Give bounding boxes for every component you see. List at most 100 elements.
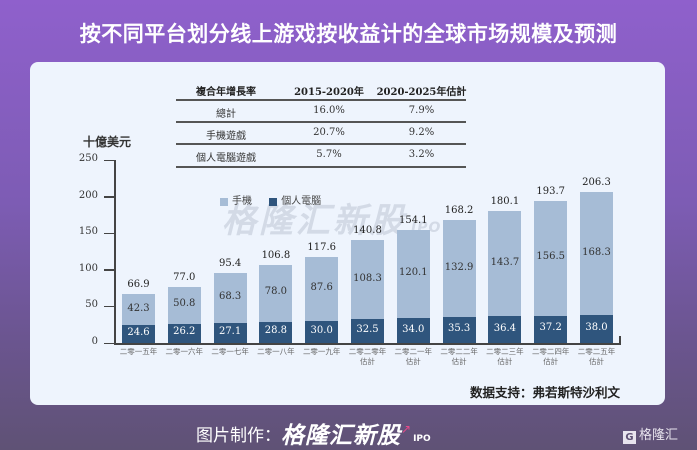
data-label-total: 180.1 [490,196,520,208]
data-label-mobile: 78.0 [264,286,288,298]
data-label-mobile: 87.6 [310,281,333,293]
y-axis-tick [104,342,115,344]
data-label-mobile: 132.9 [444,261,474,273]
bar-segment-pc [259,321,293,343]
site-logo: G 格隆汇 [623,424,678,444]
legend-item-pc: 個人電腦 [269,192,321,207]
table-cell: 總計 [216,109,236,120]
x-axis-category-label: 二零一八年 [257,347,295,356]
cagr-table: 複合年增長率 2015-2020年 2020-2025年估計 總計 16.0% … [176,78,467,168]
table-cell: 5.7% [316,149,342,160]
data-source: 数据支持：弗若斯特沙利文 [470,385,621,400]
bar-segment-pc [580,315,613,343]
x-axis-category-label: 二零一六年 [165,347,204,356]
data-label-mobile: 143.7 [490,256,520,268]
y-axis-tick-label: 50 [85,299,98,311]
data-label-total: 95.4 [218,258,242,270]
data-label-total: 117.6 [307,241,336,253]
table-cell: 7.9% [408,105,435,116]
footer-brand: 格隆汇新股 [281,423,401,449]
bar-segment-pc [213,323,247,343]
bar-segment-mobile [396,230,430,319]
bar-segment-pc [396,318,430,343]
data-label-mobile: 168.3 [582,246,611,258]
y-axis-tick-label: 200 [78,189,98,201]
page-title: 按不同平台划分线上游戏按收益计的全球市场规模及预测 [79,22,618,46]
table-divider [176,143,466,145]
bar-segment-mobile [580,191,613,316]
bar-segment-pc [167,323,201,343]
bar-segment-mobile [213,273,247,324]
table-cell: 個人電腦遊戲 [196,153,256,164]
x-axis-category-label: 二零一九年 [302,347,341,356]
bar-segment-mobile [167,286,201,324]
table-header-cell: 複合年增長率 [196,87,256,98]
data-label-mobile: 50.8 [173,298,196,310]
data-label-total: 168.2 [444,204,474,216]
y-axis-line [114,160,116,344]
footer-credit: 图片制作：格隆汇新股↗IPO [196,422,431,449]
data-label-total: 140.8 [353,224,382,236]
bar-segment-pc [442,317,476,343]
data-label-pc: 27.1 [218,326,242,338]
x-axis-end-tick [619,336,621,344]
bar-segment-pc [534,315,568,343]
data-label-pc: 35.3 [447,323,471,335]
data-label-pc: 28.8 [264,325,288,337]
data-label-total: 66.9 [127,279,150,291]
data-label-total: 193.7 [536,186,565,198]
table-cell: 3.2% [408,149,435,160]
data-label-pc: 36.4 [493,322,517,334]
legend-item-mobile: 手機 [220,192,252,207]
bar-segment-mobile [305,256,339,322]
table-cell: 16.0% [313,105,345,116]
table-cell: 9.2% [408,127,435,138]
data-label-mobile: 120.1 [398,267,428,279]
bar-segment-pc [351,319,384,343]
x-axis-category-label: 二零一七年 [211,347,249,356]
y-axis-tick-label: 0 [91,336,98,347]
table-divider [176,121,466,123]
data-label-pc: 38.0 [585,322,608,334]
table-cell: 20.7% [313,127,345,138]
data-label-total: 77.0 [173,271,196,283]
bar-segment-mobile [534,201,568,316]
y-axis-tick [104,159,115,161]
data-label-pc: 30.0 [310,325,333,337]
data-label-pc: 37.2 [539,322,562,334]
data-label-pc: 24.6 [127,326,150,338]
bar-segment-mobile [259,264,293,322]
y-axis-tick-label: 250 [78,153,98,164]
x-axis-line [114,343,621,345]
bar-segment-pc [305,321,339,343]
table-row: 手機遊戲 20.7% 9.2% [176,122,466,143]
x-axis-category-label: 二零一五年 [119,347,158,356]
bar-segment-mobile [351,239,384,320]
data-label-pc: 34.0 [402,323,425,335]
data-label-total: 106.8 [261,249,291,261]
data-label-total: 206.3 [582,176,611,188]
y-axis-tick [104,232,115,235]
table-header-cell: 2020-2025年估計 [376,87,467,98]
legend-swatch-pc [269,197,278,206]
x-axis-category-label: 二零二一年 估計 [394,347,433,366]
y-axis-tick [104,196,115,198]
y-axis-tick [104,269,115,271]
chart-legend: 手機 個人電腦 [220,192,335,207]
x-axis-category-label: 二零二三年 估計 [486,347,524,366]
data-label-mobile: 108.3 [353,272,382,284]
bar-segment-pc [488,316,522,343]
x-axis-category-label: 二零二四年 估計 [531,347,570,366]
data-label-total: 154.1 [398,215,428,227]
bar-segment-mobile [442,219,476,318]
data-label-mobile: 42.3 [127,302,150,314]
table-divider [176,99,466,101]
data-label-pc: 26.2 [173,326,196,338]
table-row: 個人電腦遊戲 5.7% 3.2% [176,144,466,165]
table-header-cell: 2015-2020年 [294,87,364,98]
bar-segment-mobile [122,294,155,325]
y-axis-tick [104,305,115,308]
bar-segment-mobile [488,211,522,317]
logo-mark-icon: G [623,431,636,444]
table-divider [176,166,466,168]
